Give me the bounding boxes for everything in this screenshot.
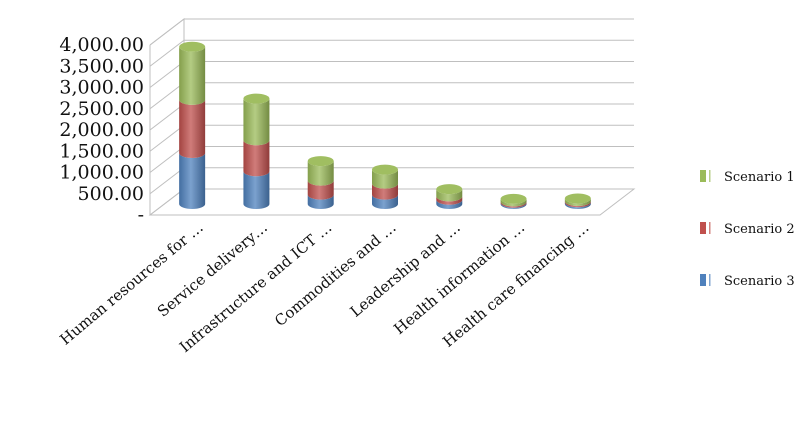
bar-segment <box>436 189 463 202</box>
bar-segment <box>179 153 206 209</box>
y-tick-label: - <box>138 204 144 226</box>
bar-segment <box>436 199 463 209</box>
bar-stack <box>500 193 527 209</box>
y-tick-label: 2,500.00 <box>59 98 144 120</box>
bar-segment <box>307 180 334 200</box>
legend-swatch-edge <box>709 274 711 286</box>
legend-swatch <box>700 170 706 182</box>
y-tick-label: 3,000.00 <box>59 77 144 99</box>
bar-segment <box>372 194 398 209</box>
legend-label: Scenario 1 <box>724 170 795 185</box>
bar-segment <box>372 183 398 200</box>
legend-swatch-edge <box>709 222 711 234</box>
y-tick-label: 1,500.00 <box>59 140 144 162</box>
bars-group <box>179 41 591 209</box>
x-tick-label: Leadership and … <box>347 218 464 320</box>
bar-segment <box>564 198 591 207</box>
x-axis: Human resources for …Service delivery…In… <box>56 218 592 356</box>
bar-segment <box>436 196 463 205</box>
gridline <box>149 124 634 152</box>
bar-top-cap <box>564 193 591 204</box>
y-tick-label: 1,000.00 <box>59 162 144 184</box>
legend-label: Scenario 2 <box>724 222 795 237</box>
bar-segment <box>500 198 527 207</box>
y-tick-label: 500.00 <box>78 183 144 205</box>
bar-top-cap <box>243 93 270 104</box>
y-tick-label: 3,500.00 <box>59 55 144 77</box>
gridline <box>149 82 634 110</box>
bar-segment <box>372 169 398 189</box>
bar-top-cap <box>436 184 463 195</box>
bar-segment <box>307 194 334 209</box>
bar-top-cap <box>307 156 334 167</box>
bar-stack <box>179 41 206 209</box>
bar-top-cap <box>179 41 206 52</box>
bar-segment <box>500 202 527 209</box>
bar-segment <box>500 201 527 208</box>
bar-segment <box>243 171 270 209</box>
y-tick-label: 4,000.00 <box>59 34 144 56</box>
bar-segment <box>564 201 591 208</box>
bar-segment <box>243 140 270 177</box>
bar-stack <box>307 156 334 209</box>
legend-swatch <box>700 274 706 286</box>
bar-stack <box>564 193 591 209</box>
bar-stack <box>436 184 463 209</box>
bar-segment <box>179 46 206 105</box>
bar-top-cap <box>372 164 398 175</box>
x-tick-label: Service delivery… <box>154 218 271 320</box>
gridline <box>149 18 634 46</box>
gridline <box>149 103 634 131</box>
y-tick-label: 2,000.00 <box>59 119 144 141</box>
legend-swatch <box>700 222 706 234</box>
legend-item: Scenario 1 <box>700 170 795 185</box>
legend-item: Scenario 3 <box>700 274 795 289</box>
bar-top-cap <box>500 193 527 204</box>
legend-label: Scenario 3 <box>724 274 795 289</box>
legend: Scenario 1 Scenario 2 Scenario 3 <box>700 170 795 289</box>
y-axis: -500.001,000.001,500.002,000.002,500.003… <box>59 34 144 226</box>
bar-segment <box>179 99 206 158</box>
bar-segment <box>307 161 334 186</box>
bar-stack <box>243 93 270 209</box>
gridline <box>149 61 634 88</box>
bar-segment <box>564 202 591 209</box>
legend-item: Scenario 2 <box>700 222 795 237</box>
bar-stack <box>372 164 398 209</box>
gridline <box>149 39 634 67</box>
legend-swatch-edge <box>709 170 711 182</box>
bar-segment <box>243 98 270 146</box>
x-tick-label: Commodities and … <box>271 218 399 330</box>
